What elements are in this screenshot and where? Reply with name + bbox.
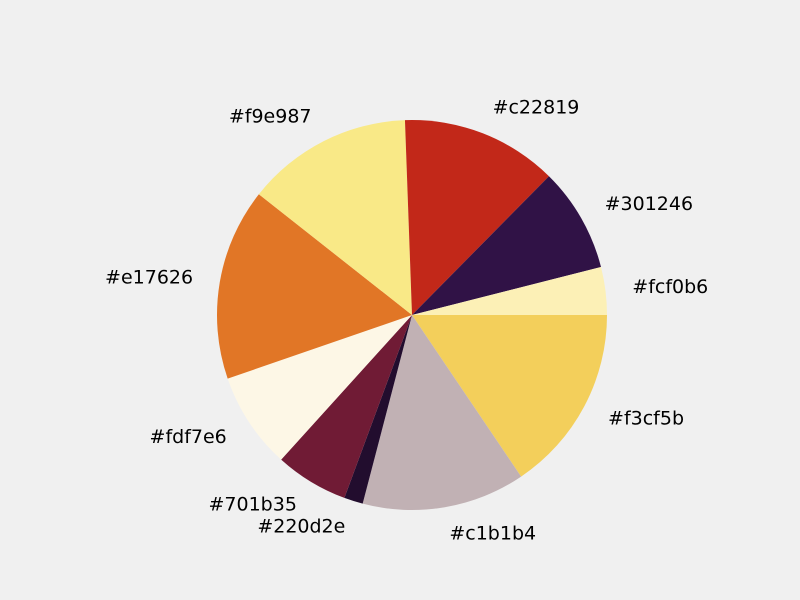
pie-label-c1b1b4: #c1b1b4 bbox=[449, 522, 536, 544]
pie-label-f9e987: #f9e987 bbox=[229, 106, 312, 128]
pie-label-701b35: #701b35 bbox=[209, 493, 297, 515]
pie-slice-220d2e bbox=[344, 315, 412, 504]
pie-slice-fcf0b6 bbox=[412, 267, 607, 315]
pie-slice-c22819 bbox=[404, 119, 549, 315]
pie-label-f3cf5b: #f3cf5b bbox=[608, 408, 684, 430]
pie-slices bbox=[217, 119, 607, 511]
pie-slice-fdf7e6 bbox=[227, 315, 412, 460]
pie-label-c22819: #c22819 bbox=[493, 97, 580, 119]
pie-slice-f9e987 bbox=[258, 120, 412, 316]
pie-slice-f3cf5b bbox=[412, 315, 607, 477]
pie-slice-c1b1b4 bbox=[362, 315, 522, 511]
pie-labels: #f3cf5b #c1b1b4 #220d2e#701b35 #fdf7e6 #e176… bbox=[105, 97, 708, 545]
pie-slice-701b35 bbox=[281, 315, 412, 498]
pie-label-fcf0b6: #fcf0b6 bbox=[632, 276, 708, 298]
pie-label-301246: #301246 bbox=[605, 193, 693, 215]
pie-slice-301246 bbox=[412, 176, 602, 315]
pie-slice-e17626 bbox=[217, 194, 412, 379]
pie-label-fdf7e6: #fdf7e6 bbox=[150, 426, 227, 448]
pie-label-e17626: #e17626 bbox=[105, 266, 193, 288]
pie-label-220d2e: #220d2e bbox=[257, 515, 345, 537]
